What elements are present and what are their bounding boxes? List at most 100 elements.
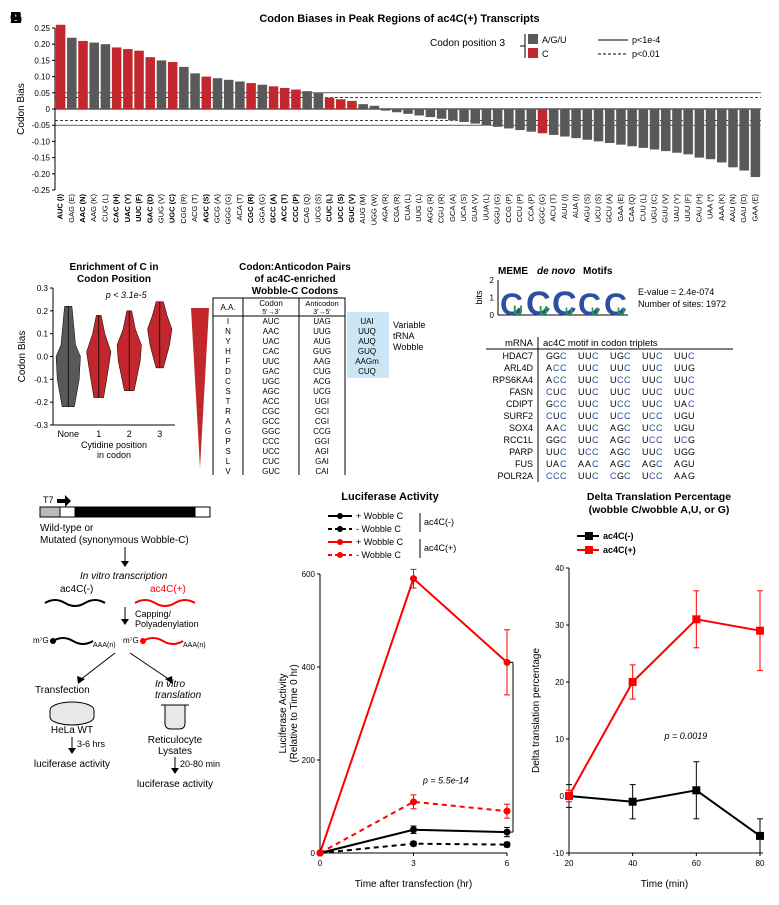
- svg-text:A: A: [546, 363, 552, 373]
- svg-text:CUC: CUC: [262, 457, 280, 466]
- svg-text:U: U: [578, 363, 585, 373]
- svg-text:C: C: [656, 363, 663, 373]
- panel-a-chart: Codon Biases in Peak Regions of ac4C(+) …: [10, 10, 769, 250]
- svg-text:C: C: [560, 387, 567, 397]
- svg-text:U: U: [553, 387, 560, 397]
- svg-text:CGA (R): CGA (R): [392, 194, 401, 223]
- svg-text:G: G: [553, 435, 560, 445]
- svg-text:0: 0: [311, 849, 316, 858]
- svg-text:UCG: UCG: [313, 387, 331, 396]
- svg-text:C: C: [546, 411, 553, 421]
- svg-text:-10: -10: [552, 849, 564, 858]
- svg-text:C: C: [560, 399, 567, 409]
- svg-text:0.05: 0.05: [34, 89, 50, 98]
- svg-text:GGG (G): GGG (G): [224, 194, 233, 225]
- svg-text:D: D: [225, 367, 231, 376]
- svg-text:U: U: [674, 387, 681, 397]
- svg-text:C: C: [656, 411, 663, 421]
- svg-text:C: C: [656, 459, 663, 469]
- svg-text:AAU (N): AAU (N): [728, 194, 737, 222]
- svg-text:+ Wobble C: + Wobble C: [356, 537, 404, 547]
- svg-text:HeLa WT: HeLa WT: [51, 725, 93, 736]
- svg-text:m⁷G: m⁷G: [123, 636, 139, 645]
- svg-text:U: U: [642, 411, 649, 421]
- svg-text:AGC: AGC: [262, 387, 280, 396]
- svg-text:-0.3: -0.3: [34, 421, 48, 430]
- svg-text:GGC: GGC: [262, 427, 280, 436]
- svg-text:UAC: UAC: [263, 337, 280, 346]
- svg-text:AUC (I): AUC (I): [56, 194, 65, 220]
- svg-text:U: U: [610, 411, 617, 421]
- svg-text:U: U: [674, 435, 681, 445]
- svg-text:ac4C(+): ac4C(+): [603, 545, 636, 555]
- svg-text:2: 2: [127, 429, 132, 439]
- svg-text:ac4C(+): ac4C(+): [424, 543, 456, 553]
- svg-text:I: I: [227, 317, 229, 326]
- svg-text:AUG (M): AUG (M): [358, 194, 367, 224]
- svg-text:ACG (T): ACG (T): [190, 194, 199, 222]
- svg-text:In vitro: In vitro: [155, 679, 185, 690]
- svg-text:GUG: GUG: [313, 347, 331, 356]
- svg-text:CAI: CAI: [315, 467, 328, 475]
- svg-text:AGC (S): AGC (S): [201, 194, 210, 223]
- svg-text:U: U: [649, 363, 656, 373]
- svg-text:ACC: ACC: [263, 397, 280, 406]
- svg-text:C: C: [592, 399, 599, 409]
- svg-text:G: G: [546, 399, 553, 409]
- svg-text:UAG: UAG: [313, 317, 330, 326]
- svg-text:p < 3.1e-5: p < 3.1e-5: [105, 290, 148, 300]
- svg-text:0: 0: [46, 105, 51, 114]
- svg-text:A: A: [546, 423, 552, 433]
- svg-text:FASN: FASN: [509, 387, 533, 397]
- svg-text:C: C: [542, 49, 549, 59]
- svg-text:UAA (*): UAA (*): [706, 194, 715, 220]
- svg-text:Codon Position: Codon Position: [77, 274, 151, 285]
- svg-text:C: C: [617, 399, 624, 409]
- svg-text:U: U: [674, 351, 681, 361]
- svg-text:U: U: [578, 399, 585, 409]
- svg-text:U: U: [585, 435, 592, 445]
- svg-text:U: U: [642, 447, 649, 457]
- svg-text:CGU (R): CGU (R): [437, 194, 446, 224]
- svg-text:C: C: [592, 375, 599, 385]
- svg-text:Number of sites: 1972: Number of sites: 1972: [638, 299, 726, 309]
- svg-text:U: U: [585, 375, 592, 385]
- svg-text:CCG (P): CCG (P): [504, 194, 513, 223]
- svg-text:UUG (L): UUG (L): [414, 194, 423, 222]
- svg-text:U: U: [610, 399, 617, 409]
- svg-text:RCC1L: RCC1L: [503, 435, 533, 445]
- svg-text:U: U: [578, 411, 585, 421]
- svg-text:C: C: [553, 363, 560, 373]
- svg-text:-0.25: -0.25: [32, 186, 51, 195]
- svg-text:C: C: [656, 399, 663, 409]
- svg-text:U: U: [649, 387, 656, 397]
- svg-text:U: U: [642, 351, 649, 361]
- svg-text:Codon Bias: Codon Bias: [16, 83, 27, 135]
- panel-g-chart: Luciferase Activity+ Wobble C- Wobble C+…: [272, 488, 517, 893]
- panel-e-table: mRNAac4C motif in codon tripletsHDAC7GGC…: [468, 332, 768, 482]
- svg-text:U: U: [617, 306, 625, 318]
- svg-text:ac4C(-): ac4C(-): [603, 531, 634, 541]
- svg-text:CUG: CUG: [313, 367, 331, 376]
- svg-text:A: A: [585, 459, 591, 469]
- svg-text:C: C: [553, 471, 560, 481]
- svg-text:U: U: [681, 363, 688, 373]
- svg-text:CAG (Q): CAG (Q): [302, 194, 311, 224]
- svg-text:C: C: [656, 471, 663, 481]
- svg-text:Time (min): Time (min): [641, 879, 688, 890]
- svg-text:3-6 hrs: 3-6 hrs: [77, 739, 106, 749]
- svg-text:CGC: CGC: [262, 407, 280, 416]
- svg-text:T: T: [226, 397, 231, 406]
- svg-text:C: C: [681, 435, 688, 445]
- svg-text:U: U: [610, 375, 617, 385]
- svg-text:UGC (C): UGC (C): [168, 194, 177, 224]
- svg-text:AUA (I): AUA (I): [571, 193, 580, 218]
- svg-text:60: 60: [692, 859, 701, 868]
- svg-text:U: U: [674, 411, 681, 421]
- svg-text:ACA (T): ACA (T): [235, 194, 244, 221]
- svg-text:G: G: [688, 363, 695, 373]
- svg-text:POLR2A: POLR2A: [497, 471, 533, 481]
- svg-text:G: G: [617, 459, 624, 469]
- svg-text:C: C: [560, 435, 567, 445]
- svg-text:P: P: [225, 437, 230, 446]
